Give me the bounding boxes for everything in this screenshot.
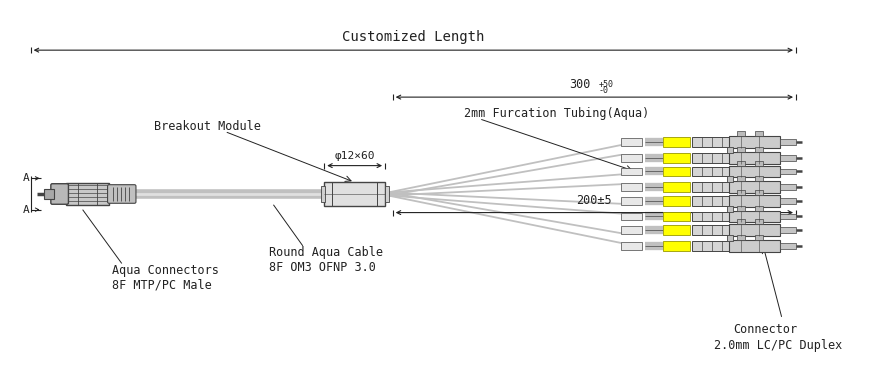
- Bar: [755, 161, 763, 166]
- Bar: [755, 235, 763, 240]
- Bar: [781, 227, 796, 233]
- Bar: [729, 224, 781, 236]
- Bar: [729, 152, 781, 164]
- Bar: [692, 196, 729, 206]
- Bar: [755, 206, 763, 211]
- Bar: [385, 186, 389, 202]
- Text: A: A: [22, 205, 29, 215]
- Bar: [737, 190, 745, 195]
- FancyBboxPatch shape: [108, 185, 136, 203]
- Bar: [692, 212, 729, 221]
- Bar: [663, 182, 691, 192]
- Text: Connector: Connector: [733, 322, 797, 336]
- Bar: [781, 139, 796, 145]
- Bar: [621, 242, 642, 250]
- Bar: [737, 206, 745, 211]
- Text: 300: 300: [569, 78, 591, 91]
- Bar: [663, 196, 691, 206]
- Bar: [737, 235, 745, 240]
- Bar: [729, 181, 781, 193]
- Bar: [663, 137, 691, 147]
- Bar: [621, 138, 642, 146]
- Bar: [728, 206, 733, 212]
- Bar: [737, 219, 745, 224]
- Bar: [729, 211, 781, 223]
- Text: 2mm Furcation Tubing(Aqua): 2mm Furcation Tubing(Aqua): [464, 107, 650, 120]
- Bar: [692, 182, 729, 192]
- Text: 200±5: 200±5: [577, 194, 612, 207]
- Text: Aqua Connectors: Aqua Connectors: [112, 264, 219, 277]
- Bar: [621, 226, 642, 234]
- Bar: [755, 219, 763, 224]
- Bar: [621, 154, 642, 162]
- Text: 2.0mm LC/PC Duplex: 2.0mm LC/PC Duplex: [713, 339, 842, 352]
- Bar: [621, 197, 642, 205]
- Bar: [692, 137, 729, 147]
- Bar: [781, 169, 796, 175]
- Text: 8F OM3 OFNP 3.0: 8F OM3 OFNP 3.0: [268, 261, 375, 274]
- Bar: [728, 176, 733, 182]
- Bar: [781, 243, 796, 249]
- Bar: [621, 168, 642, 175]
- Bar: [737, 176, 745, 181]
- Text: A: A: [22, 173, 29, 183]
- Bar: [663, 166, 691, 176]
- Bar: [621, 183, 642, 191]
- Bar: [692, 225, 729, 235]
- Bar: [781, 184, 796, 190]
- Bar: [755, 176, 763, 181]
- Bar: [781, 198, 796, 204]
- Text: φ12×60: φ12×60: [335, 151, 375, 161]
- Bar: [663, 153, 691, 163]
- Bar: [729, 166, 781, 177]
- Bar: [66, 183, 109, 205]
- Bar: [321, 186, 325, 202]
- Text: Round Aqua Cable: Round Aqua Cable: [268, 246, 382, 259]
- Bar: [663, 212, 691, 221]
- Text: 8F MTP/PC Male: 8F MTP/PC Male: [112, 279, 212, 291]
- Text: -0: -0: [599, 86, 608, 95]
- Bar: [737, 131, 745, 136]
- Bar: [729, 136, 781, 148]
- Text: Customized Length: Customized Length: [342, 30, 485, 44]
- Bar: [755, 147, 763, 152]
- Bar: [663, 241, 691, 251]
- Bar: [663, 225, 691, 235]
- Bar: [324, 182, 385, 206]
- Bar: [44, 189, 54, 199]
- Bar: [692, 153, 729, 163]
- Bar: [729, 195, 781, 207]
- Bar: [781, 214, 796, 219]
- Bar: [621, 212, 642, 221]
- Bar: [728, 147, 733, 153]
- Text: Breakout Module: Breakout Module: [154, 120, 261, 133]
- Bar: [755, 190, 763, 195]
- Bar: [728, 235, 733, 241]
- Bar: [737, 147, 745, 152]
- Bar: [737, 161, 745, 166]
- Bar: [692, 241, 729, 251]
- FancyBboxPatch shape: [51, 184, 69, 204]
- Bar: [692, 166, 729, 176]
- Bar: [755, 131, 763, 136]
- Bar: [781, 155, 796, 161]
- Bar: [729, 240, 781, 252]
- Text: +50: +50: [599, 80, 614, 89]
